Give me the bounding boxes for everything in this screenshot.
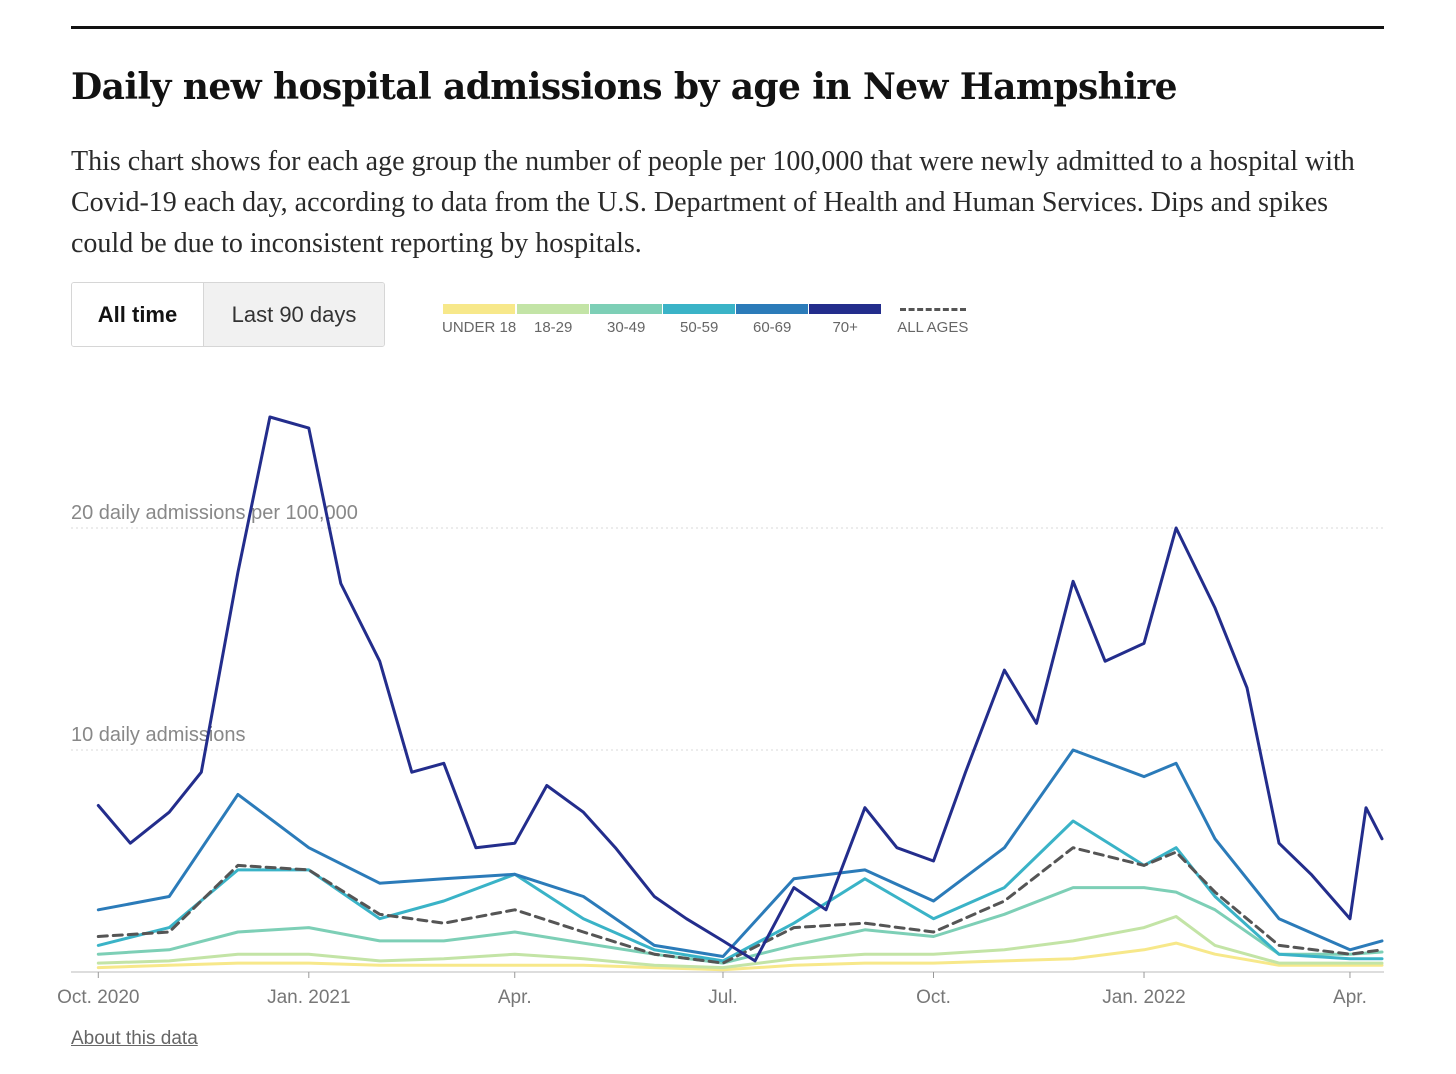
- y-tick-label: 20 daily admissions per 100,000: [71, 502, 358, 524]
- legend-item-70-plus: 70+: [809, 304, 882, 336]
- x-tick-label: Apr.: [1333, 987, 1367, 1008]
- y-tick-label: 10 daily admissions: [71, 724, 246, 746]
- all-time-button[interactable]: All time: [72, 283, 203, 346]
- legend-swatch: [517, 304, 590, 314]
- time-range-toggle: All time Last 90 days: [71, 282, 385, 347]
- legend-item-30-49: 30-49: [590, 304, 663, 336]
- page-title: Daily new hospital admissions by age in …: [71, 66, 1178, 108]
- legend-label: 30-49: [607, 319, 646, 336]
- series-line-70-: [96, 415, 1384, 963]
- legend-item-all-ages: ALL AGES: [897, 304, 968, 336]
- x-tick-label: Jul.: [708, 987, 738, 1008]
- legend-dash-swatch: [899, 308, 966, 311]
- legend-label: 18-29: [534, 319, 573, 336]
- legend-label: 60-69: [753, 319, 792, 336]
- admissions-line-chart: 10 daily admissions 20 daily admissions p…: [57, 415, 1384, 1008]
- series-line-30-49: [96, 886, 1384, 965]
- x-tick-label: Jan. 2022: [1102, 987, 1185, 1008]
- top-rule: [71, 26, 1384, 29]
- series-line-all-ages: [96, 846, 1384, 965]
- x-tick-label: Jan. 2021: [267, 987, 350, 1008]
- legend-swatch: [663, 304, 736, 314]
- legend-item-50-59: 50-59: [663, 304, 736, 336]
- legend-item-60-69: 60-69: [736, 304, 809, 336]
- x-tick-label: Oct.: [916, 987, 951, 1008]
- x-tick-label: Apr.: [498, 987, 532, 1008]
- legend-label: UNDER 18: [442, 319, 517, 336]
- legend-label: 70+: [832, 319, 858, 336]
- legend-label: ALL AGES: [897, 319, 969, 336]
- legend-label: 50-59: [680, 319, 719, 336]
- series-line-60-69: [96, 748, 1384, 958]
- x-tick-label: Oct. 2020: [57, 987, 139, 1008]
- last-90-days-button[interactable]: Last 90 days: [203, 283, 384, 346]
- legend-swatch: [590, 304, 663, 314]
- legend-swatch: [736, 304, 809, 314]
- legend-item-18-29: 18-29: [517, 304, 590, 336]
- about-this-data-link[interactable]: About this data: [71, 1028, 198, 1049]
- legend-swatch: [809, 304, 882, 314]
- chart-legend: UNDER 18 18-29 30-49 50-59 60-69 70+ ALL…: [442, 304, 969, 336]
- legend-item-under-18: UNDER 18: [442, 304, 516, 336]
- chart-description: This chart shows for each age group the …: [71, 146, 1355, 259]
- legend-swatch: [443, 304, 516, 314]
- series-line-18-29: [96, 915, 1384, 970]
- series-line-under-18: [96, 941, 1384, 972]
